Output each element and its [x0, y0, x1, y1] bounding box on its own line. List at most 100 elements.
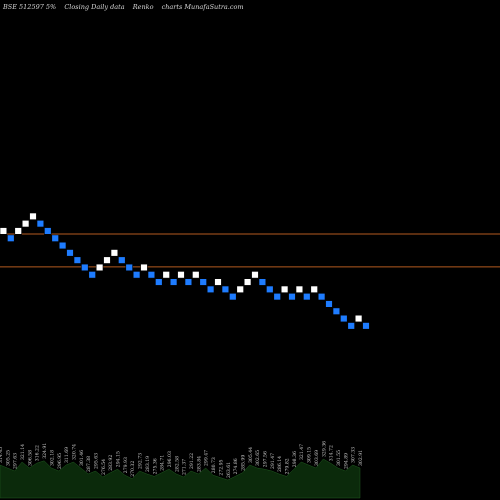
volume-label-28: 299.47 — [204, 450, 210, 466]
volume-label-33: 285.99 — [240, 455, 246, 471]
up-brick-0 — [0, 227, 8, 235]
volume-label-44: 329.36 — [321, 441, 327, 457]
up-brick-22 — [162, 271, 170, 279]
volume-label-1: 305.25 — [5, 450, 11, 466]
volume-label-46: 301.55 — [336, 450, 342, 466]
volume-label-11: 301.46 — [79, 450, 85, 466]
down-brick-23 — [169, 278, 178, 286]
chart-header: BSE 512597 5% Closing Daily data Renko c… — [3, 3, 250, 11]
up-brick-32 — [236, 285, 244, 293]
down-brick-5 — [36, 220, 45, 228]
up-brick-48 — [354, 314, 363, 323]
volume-label-27: 283.84 — [196, 456, 202, 472]
down-brick-10 — [73, 256, 82, 264]
volume-label-2: 297.63 — [13, 453, 19, 469]
volume-label-42: 309.15 — [307, 447, 313, 463]
volume-label-12: 287.38 — [86, 456, 92, 472]
up-brick-38 — [280, 285, 289, 293]
down-brick-44 — [325, 300, 333, 308]
volume-label-24: 282.58 — [174, 456, 180, 472]
volume-label-17: 279.93 — [123, 457, 129, 473]
volume-label-13: 295.63 — [94, 453, 100, 469]
up-brick-42 — [310, 285, 318, 293]
down-brick-35 — [258, 278, 267, 286]
volume-label-19: 292.73 — [138, 453, 144, 469]
volume-label-23: 296.03 — [167, 451, 173, 467]
volume-label-5: 316.22 — [35, 445, 41, 461]
down-brick-8 — [58, 241, 67, 250]
up-brick-24 — [177, 271, 185, 279]
volume-label-3: 321.14 — [20, 444, 26, 460]
volume-label-9: 311.69 — [64, 447, 70, 463]
down-brick-12 — [88, 271, 96, 279]
up-brick-33 — [243, 278, 252, 286]
down-brick-36 — [266, 285, 274, 293]
volume-label-49: 302.91 — [358, 450, 364, 466]
volume-label-38: 286.14 — [277, 456, 283, 472]
down-brick-31 — [229, 292, 237, 301]
down-brick-18 — [132, 271, 141, 279]
volume-label-18: 270.32 — [130, 461, 136, 477]
volume-label-7: 302.18 — [49, 450, 55, 466]
up-brick-4 — [29, 212, 37, 220]
down-brick-30 — [221, 285, 230, 293]
volume-label-10: 320.74 — [71, 444, 77, 460]
down-brick-16 — [118, 256, 126, 264]
down-brick-43 — [317, 292, 326, 301]
up-brick-19 — [140, 263, 148, 272]
volume-label-40: 298.36 — [292, 451, 298, 467]
volume-label-22: 284.71 — [160, 455, 166, 471]
down-brick-6 — [44, 227, 52, 235]
up-brick-34 — [251, 271, 259, 279]
volume-label-4: 306.58 — [27, 450, 33, 466]
down-brick-17 — [125, 263, 133, 272]
down-brick-21 — [155, 278, 163, 286]
down-brick-37 — [273, 292, 281, 301]
down-brick-46 — [340, 314, 348, 323]
site-label: charts MunafaSutra.com — [161, 3, 244, 11]
renko-bricks — [0, 212, 370, 330]
down-brick-47 — [347, 322, 355, 330]
down-brick-9 — [66, 249, 74, 257]
down-brick-25 — [184, 278, 193, 286]
volume-label-16: 294.15 — [116, 451, 122, 467]
up-brick-26 — [192, 271, 200, 279]
volume-label-0: 314.45 — [0, 447, 4, 463]
volume-label-41: 321.47 — [299, 444, 305, 460]
chart-style-label: Renko — [132, 3, 154, 11]
up-brick-40 — [295, 285, 304, 293]
down-brick-39 — [288, 292, 296, 301]
volume-label-20: 283.19 — [145, 456, 151, 472]
down-brick-11 — [81, 263, 89, 272]
volume-label-43: 303.69 — [314, 450, 320, 466]
volume-label-37: 291.47 — [270, 453, 276, 469]
symbol-label: BSE 512597 5% — [3, 3, 57, 11]
volume-label-26: 291.22 — [189, 453, 195, 469]
down-brick-45 — [332, 307, 341, 315]
up-brick-13 — [95, 263, 104, 272]
volume-label-25: 271.37 — [182, 459, 188, 475]
volume-label-36: 297.56 — [262, 451, 268, 467]
volume-area — [0, 458, 361, 499]
up-brick-15 — [110, 249, 119, 257]
volume-label-15: 283.92 — [108, 455, 114, 471]
up-brick-3 — [21, 220, 30, 228]
down-brick-28 — [206, 285, 215, 293]
down-brick-27 — [199, 278, 207, 286]
chart-kind-label: Closing Daily data — [64, 3, 125, 11]
up-brick-2 — [14, 227, 22, 235]
volume-label-30: 272.95 — [218, 459, 224, 475]
volume-label-21: 275.36 — [152, 458, 158, 474]
volume-label-29: 280.73 — [211, 457, 217, 473]
down-brick-49 — [362, 322, 370, 330]
volume-label-8: 296.95 — [57, 453, 63, 469]
volume-label-35: 302.65 — [255, 450, 261, 466]
up-brick-29 — [214, 278, 222, 286]
down-brick-1 — [7, 234, 15, 242]
down-brick-20 — [147, 271, 156, 279]
volume-label-31: 263.61 — [226, 462, 232, 478]
volume-area-path — [0, 458, 361, 499]
volume-label-47: 294.89 — [343, 453, 349, 469]
volume-label-6: 324.91 — [42, 443, 48, 459]
